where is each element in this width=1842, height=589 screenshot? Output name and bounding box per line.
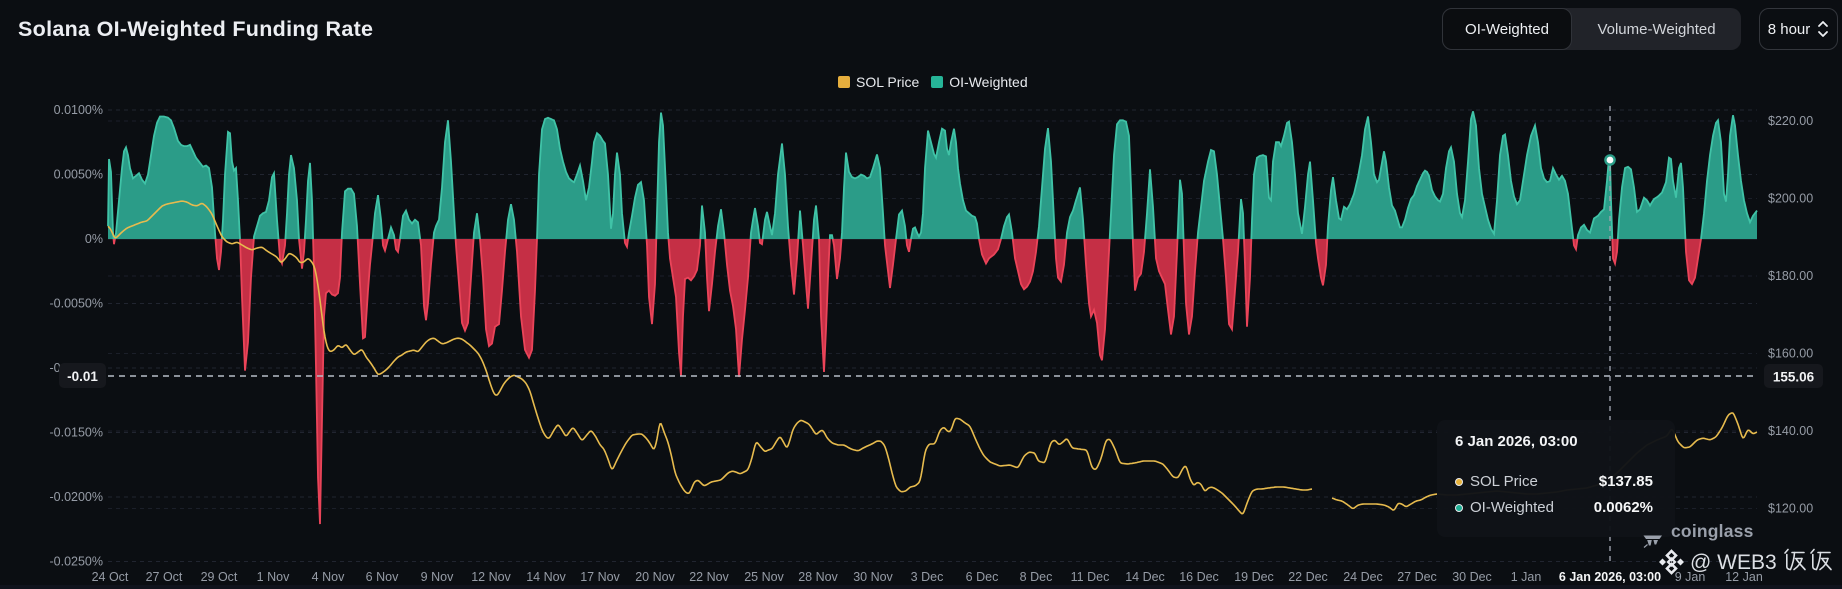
svg-text:$140.00: $140.00 — [1768, 424, 1813, 438]
svg-text:0.0050%: 0.0050% — [54, 168, 103, 182]
svg-text:$200.00: $200.00 — [1768, 192, 1813, 206]
svg-text:22 Dec: 22 Dec — [1288, 570, 1328, 584]
svg-text:22 Nov: 22 Nov — [689, 570, 729, 584]
svg-text:3 Dec: 3 Dec — [911, 570, 944, 584]
svg-text:6 Nov: 6 Nov — [366, 570, 399, 584]
svg-text:30 Nov: 30 Nov — [853, 570, 893, 584]
svg-text:27 Oct: 27 Oct — [146, 570, 183, 584]
svg-text:155.06: 155.06 — [1773, 370, 1815, 385]
svg-text:-0.0200%: -0.0200% — [49, 490, 103, 504]
svg-text:14 Nov: 14 Nov — [526, 570, 566, 584]
svg-text:20 Nov: 20 Nov — [635, 570, 675, 584]
svg-text:-0.0050%: -0.0050% — [49, 297, 103, 311]
svg-text:28 Nov: 28 Nov — [798, 570, 838, 584]
svg-text:12 Nov: 12 Nov — [471, 570, 511, 584]
svg-text:$180.00: $180.00 — [1768, 269, 1813, 283]
svg-text:24 Oct: 24 Oct — [92, 570, 129, 584]
svg-text:30 Dec: 30 Dec — [1452, 570, 1492, 584]
svg-text:$120.00: $120.00 — [1768, 502, 1813, 516]
svg-text:12 Jan: 12 Jan — [1725, 570, 1763, 584]
svg-text:0%: 0% — [85, 232, 103, 246]
svg-text:-0.0150%: -0.0150% — [49, 426, 103, 440]
svg-text:9 Nov: 9 Nov — [421, 570, 454, 584]
svg-text:1 Nov: 1 Nov — [257, 570, 290, 584]
svg-text:14 Dec: 14 Dec — [1125, 570, 1165, 584]
svg-text:6 Jan 2026, 03:00: 6 Jan 2026, 03:00 — [1559, 570, 1661, 584]
svg-text:9 Jan: 9 Jan — [1675, 570, 1706, 584]
svg-text:-0.0250%: -0.0250% — [49, 555, 103, 569]
svg-text:8 Dec: 8 Dec — [1020, 570, 1053, 584]
svg-text:11 Dec: 11 Dec — [1071, 570, 1110, 584]
svg-text:$160.00: $160.00 — [1768, 347, 1813, 361]
svg-text:6 Dec: 6 Dec — [966, 570, 999, 584]
svg-text:17 Nov: 17 Nov — [580, 570, 620, 584]
svg-text:1 Jan: 1 Jan — [1511, 570, 1542, 584]
svg-text:$220.00: $220.00 — [1768, 114, 1813, 128]
svg-text:19 Dec: 19 Dec — [1234, 570, 1274, 584]
svg-text:25 Nov: 25 Nov — [744, 570, 784, 584]
svg-text:4 Nov: 4 Nov — [312, 570, 345, 584]
svg-text:16 Dec: 16 Dec — [1179, 570, 1219, 584]
svg-text:0.0100%: 0.0100% — [54, 103, 103, 117]
svg-text:-0.01: -0.01 — [67, 369, 98, 384]
svg-text:24 Dec: 24 Dec — [1343, 570, 1383, 584]
svg-text:27 Dec: 27 Dec — [1397, 570, 1437, 584]
svg-text:29 Oct: 29 Oct — [201, 570, 238, 584]
